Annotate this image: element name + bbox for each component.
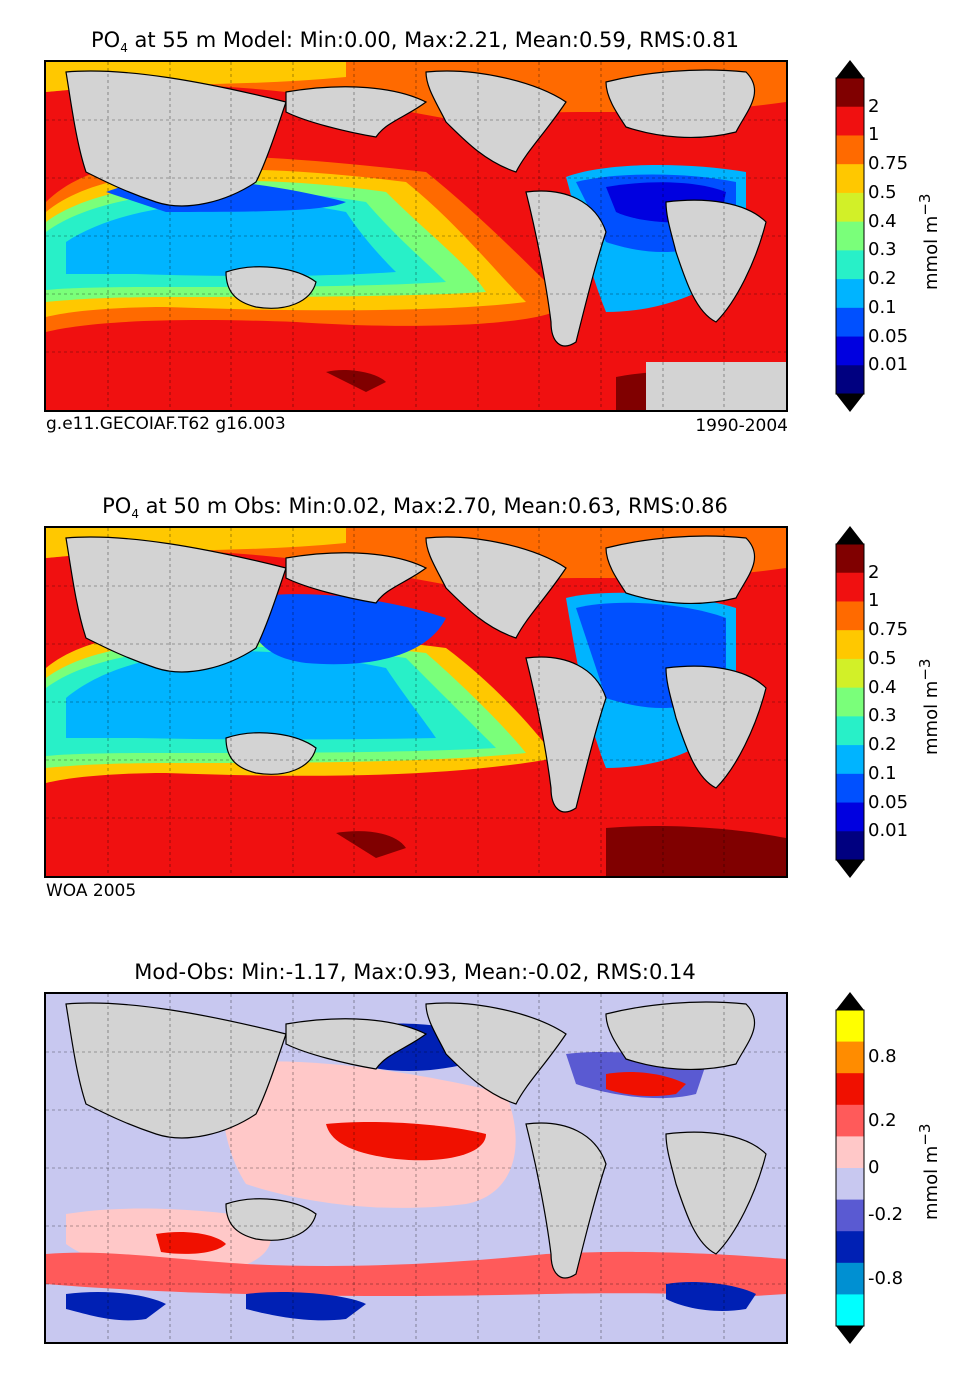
- colorbar-segment: [836, 1262, 864, 1295]
- diff-colorbar-unit: mmol m−3: [916, 1123, 942, 1220]
- colorbar-outline: [835, 1009, 865, 1327]
- colorbar-tick-label: 0.5: [868, 181, 897, 203]
- colorbar-tick-label: 0.01: [868, 354, 909, 376]
- colorbar-segment: [836, 544, 864, 574]
- colorbar-extend-max: [836, 526, 864, 544]
- colorbar-segment: [836, 336, 864, 366]
- colorbar-segment: [836, 745, 864, 775]
- colorbar-segment: [836, 192, 864, 223]
- model-colorbar-unit: mmol m−3: [916, 193, 942, 290]
- colorbar-tick-label: 0: [868, 1157, 880, 1178]
- model-years-label: 1990-2004: [695, 416, 788, 436]
- colorbar-segment: [836, 1041, 864, 1074]
- colorbar-segment: [836, 687, 864, 717]
- colorbar-tick-label: 0.5: [868, 647, 897, 669]
- colorbar-tick-label: 0.05: [868, 325, 909, 347]
- colorbar-tick-label: 0.75: [868, 619, 909, 641]
- colorbar-segment: [836, 78, 864, 108]
- colorbar-tick-label: 0.4: [868, 676, 897, 698]
- model-map: [44, 60, 788, 412]
- colorbar-segment: [836, 831, 864, 861]
- colorbar-tick-label: 0.3: [868, 239, 897, 261]
- colorbar-segment: [836, 1168, 864, 1201]
- colorbar-segment: [836, 307, 864, 338]
- diff-map: [44, 992, 788, 1344]
- colorbar-tick-label: 0.2: [868, 268, 897, 290]
- colorbar-segment: [836, 1104, 864, 1137]
- colorbar-segment: [836, 1231, 864, 1264]
- colorbar-extend-min: [836, 860, 864, 878]
- obs-map-title: PO4 at 50 m Obs: Min:0.02, Max:2.70, Mea…: [102, 494, 728, 522]
- colorbar-tick-label: 0.75: [868, 153, 909, 175]
- obs-source-label: WOA 2005: [46, 881, 137, 901]
- colorbar-segment: [836, 164, 864, 194]
- colorbar-tick-label: 0.4: [868, 210, 897, 232]
- colorbar-segment: [836, 773, 864, 804]
- colorbar-segment: [836, 1136, 864, 1169]
- colorbar-segment: [836, 658, 864, 689]
- colorbar-extend-max: [836, 992, 864, 1010]
- colorbar-extend-min: [836, 1326, 864, 1344]
- obs-map: [44, 526, 788, 878]
- obs-colorbar-unit: mmol m−3: [916, 658, 942, 755]
- colorbar-outline: [835, 543, 865, 861]
- colorbar-segment: [836, 630, 864, 660]
- colorbar-tick-label: 2: [868, 561, 880, 583]
- model-case-label: g.e11.GECOIAF.T62 g16.003: [46, 414, 286, 434]
- colorbar-tick-label: 0.1: [868, 762, 897, 784]
- colorbar-segment: [836, 250, 864, 280]
- colorbar-tick-label: -0.2: [868, 1204, 904, 1226]
- colorbar-tick-label: 0.1: [868, 296, 897, 318]
- colorbar-segment: [836, 279, 864, 309]
- model-colorbar: [835, 60, 865, 412]
- colorbar-segment: [836, 1294, 864, 1327]
- colorbar-tick-label: 0.3: [868, 705, 897, 727]
- colorbar-tick-label: 0.01: [868, 820, 909, 842]
- obs-colorbar: [835, 526, 865, 878]
- colorbar-segment: [836, 1073, 864, 1106]
- colorbar-segment: [836, 1010, 864, 1043]
- colorbar-segment: [836, 802, 864, 832]
- colorbar-tick-label: 0.05: [868, 791, 909, 813]
- colorbar-tick-label: 0.8: [868, 1046, 897, 1068]
- colorbar-tick-label: 1: [868, 124, 880, 146]
- colorbar-tick-label: 0.2: [868, 734, 897, 756]
- model-map-title: PO4 at 55 m Model: Min:0.00, Max:2.21, M…: [91, 28, 739, 56]
- colorbar-segment: [836, 135, 864, 165]
- diff-colorbar: [835, 992, 865, 1344]
- colorbar-segment: [836, 601, 864, 631]
- colorbar-segment: [836, 221, 864, 251]
- diff-map-title: Mod-Obs: Min:-1.17, Max:0.93, Mean:-0.02…: [134, 960, 696, 984]
- colorbar-segment: [836, 365, 864, 395]
- colorbar-extend-max: [836, 60, 864, 78]
- colorbar-extend-min: [836, 394, 864, 412]
- colorbar-segment: [836, 572, 864, 602]
- colorbar-tick-label: -0.8: [868, 1267, 904, 1289]
- colorbar-outline: [835, 77, 865, 395]
- colorbar-tick-label: 1: [868, 590, 880, 612]
- colorbar-segment: [836, 1199, 864, 1232]
- colorbar-tick-label: 2: [868, 95, 880, 117]
- colorbar-segment: [836, 106, 864, 136]
- colorbar-segment: [836, 716, 864, 746]
- colorbar-tick-label: 0.2: [868, 1109, 897, 1131]
